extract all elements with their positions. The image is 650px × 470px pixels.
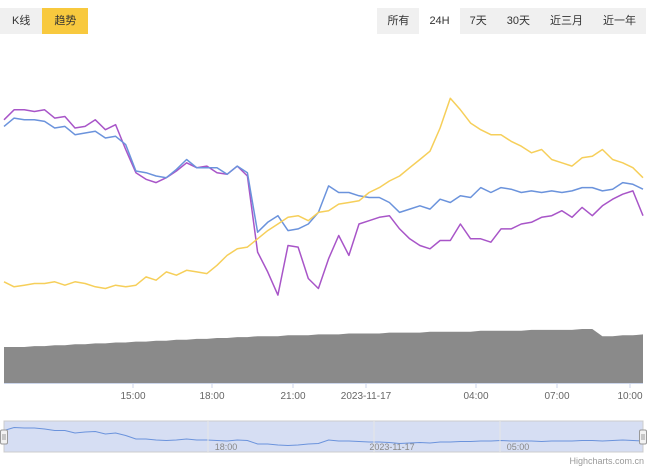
range-1y-button[interactable]: 近一年 [603,15,636,27]
volume-area [4,329,643,383]
x-tick-label: 07:00 [544,391,569,402]
navigator-window[interactable] [3,420,644,453]
x-tick-label: 10:00 [617,391,642,402]
x-tick-label: 2023-11-17 [341,391,392,402]
navigator-handle-right[interactable] [639,429,647,445]
range-30d-button[interactable]: 30天 [506,15,530,27]
navigator-x-label: 2023-11-17 [369,442,414,452]
range-7d-button[interactable]: 7天 [469,15,487,27]
chart-credits[interactable]: Highcharts.com.cn [569,456,644,466]
series-line-yellow [3,97,644,290]
x-tick-label: 21:00 [280,391,305,402]
range-all-button[interactable]: 所有 [387,15,410,27]
navigator-series-line [3,426,644,447]
series-lines-layer [3,97,644,296]
x-axis: 15:00 18:00 21:00 2023-11-17 04:00 07:00 10:00 [4,383,643,402]
x-tick-label: 18:00 [199,391,224,402]
range-24h-button[interactable]: 24H [419,8,460,34]
range-3m-button[interactable]: 近三月 [550,15,583,27]
view-tabs: K线 趋势 [0,8,89,34]
series-line-purple [3,109,644,296]
navigator-x-label: 05:00 [507,442,530,452]
tab-kline[interactable]: K线 [0,8,43,34]
volume-area-layer [4,329,643,383]
range-selector: 所有 24H 7天 30天 近三月 近一年 [377,8,646,34]
x-tick-label: 04:00 [463,391,488,402]
navigator-x-label: 18:00 [215,442,238,452]
navigator-handle-left[interactable] [0,429,8,445]
x-tick-label: 15:00 [120,391,145,402]
navigator[interactable]: 18:00 2023-11-17 05:00 [0,420,647,453]
tab-trend[interactable]: 趋势 [42,8,89,34]
series-line-blue [3,117,644,233]
